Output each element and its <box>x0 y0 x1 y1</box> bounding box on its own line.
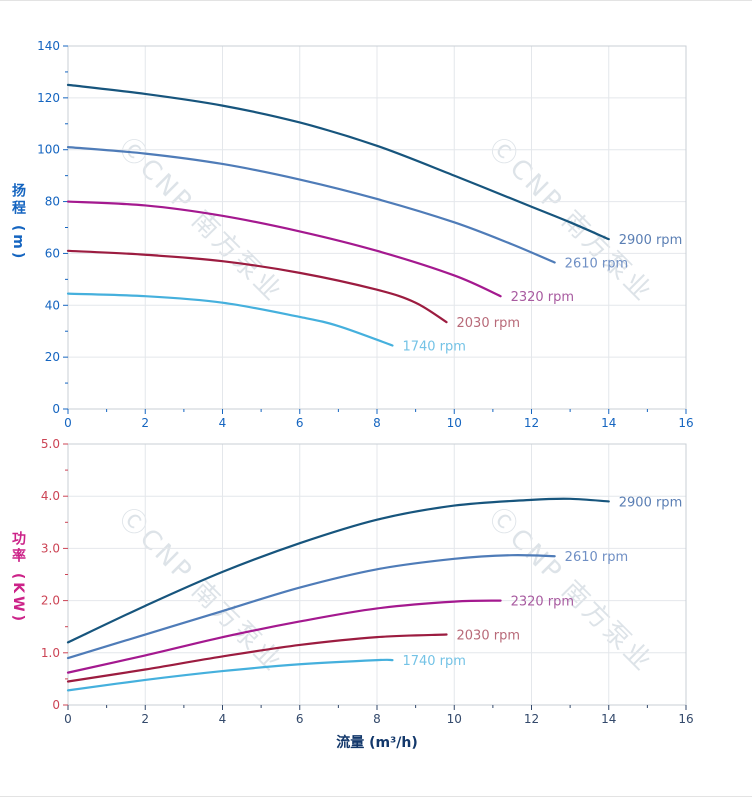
flow-axis-title: 流量 (m³/h) <box>336 735 418 751</box>
curve-2900-rpm <box>66 83 610 241</box>
x-tick-label: 2 <box>141 712 149 726</box>
series-label-1740-rpm: 1740 rpm <box>402 339 465 354</box>
x-tick-label: 8 <box>373 712 381 726</box>
curve-2900-rpm <box>66 497 610 644</box>
y-tick-label: 120 <box>37 91 60 105</box>
curve-2030-rpm <box>66 633 448 683</box>
y-tick-label: 4.0 <box>41 489 60 503</box>
x-tick-label: 0 <box>64 712 72 726</box>
curve-1740-rpm <box>66 658 394 692</box>
x-tick-label: 16 <box>678 416 693 430</box>
power-axis-title: 功率 (KW) <box>10 531 26 624</box>
y-tick-label: 1.0 <box>41 646 60 660</box>
series-label-2900-rpm: 2900 rpm <box>619 495 682 510</box>
series-label-2900-rpm: 2900 rpm <box>619 233 682 248</box>
x-tick-label: 0 <box>64 416 72 430</box>
series-label-2030-rpm: 2030 rpm <box>457 629 520 644</box>
y-tick-label: 5.0 <box>41 437 60 451</box>
curve-2320-rpm <box>66 200 502 298</box>
watermark-text: ⒸCNP 南方泵业 <box>113 503 289 679</box>
x-tick-label: 6 <box>296 712 304 726</box>
x-tick-label: 4 <box>219 712 227 726</box>
y-tick-label: 40 <box>45 298 60 312</box>
curve-2610-rpm <box>66 146 556 264</box>
x-tick-label: 6 <box>296 416 304 430</box>
curve-2320-rpm <box>66 599 502 674</box>
y-tick-label: 100 <box>37 143 60 157</box>
x-tick-label: 4 <box>219 416 227 430</box>
head-vs-flow-chart: 0 2 4 6 8 10 12 14 16 0 20 40 60 80 100 120 140 2900 rpm 2… <box>37 39 694 430</box>
y-tick-label: 2.0 <box>41 594 60 608</box>
series-label-2320-rpm: 2320 rpm <box>511 595 574 610</box>
x-tick-label: 12 <box>524 416 539 430</box>
series-label-2320-rpm: 2320 rpm <box>511 290 574 305</box>
x-tick-label: 8 <box>373 416 381 430</box>
y-tick-label: 60 <box>45 246 60 260</box>
x-tick-label: 10 <box>447 712 462 726</box>
x-tick-label: 10 <box>447 416 462 430</box>
y-tick-label: 20 <box>45 350 60 364</box>
watermark-text: ⒸCNP 南方泵业 <box>113 133 289 309</box>
x-tick-label: 16 <box>678 712 693 726</box>
series-label-2610-rpm: 2610 rpm <box>565 257 628 272</box>
x-tick-label: 14 <box>601 416 616 430</box>
power-vs-flow-chart: 0 2 4 6 8 10 12 14 16 0 1.0 2.0 3.0 4.0 5.0 2900 rpm 261… <box>41 437 694 726</box>
curve-2030-rpm <box>66 249 448 324</box>
y-tick-label: 140 <box>37 39 60 53</box>
series-label-1740-rpm: 1740 rpm <box>402 654 465 669</box>
curve-1740-rpm <box>66 292 394 347</box>
watermark-text: ⒸCNP 南方泵业 <box>483 133 659 309</box>
head-axis-title: 扬程 (m) <box>10 183 26 262</box>
x-tick-label: 14 <box>601 712 616 726</box>
y-tick-label: 0 <box>52 698 60 712</box>
curve-2610-rpm <box>66 554 556 660</box>
y-tick-label: 3.0 <box>41 541 60 555</box>
y-tick-label: 80 <box>45 195 60 209</box>
x-tick-label: 12 <box>524 712 539 726</box>
watermark-text: ⒸCNP 南方泵业 <box>483 503 659 679</box>
y-tick-label: 0 <box>52 402 60 416</box>
series-label-2610-rpm: 2610 rpm <box>565 550 628 565</box>
series-label-2030-rpm: 2030 rpm <box>457 316 520 331</box>
x-tick-label: 2 <box>141 416 149 430</box>
